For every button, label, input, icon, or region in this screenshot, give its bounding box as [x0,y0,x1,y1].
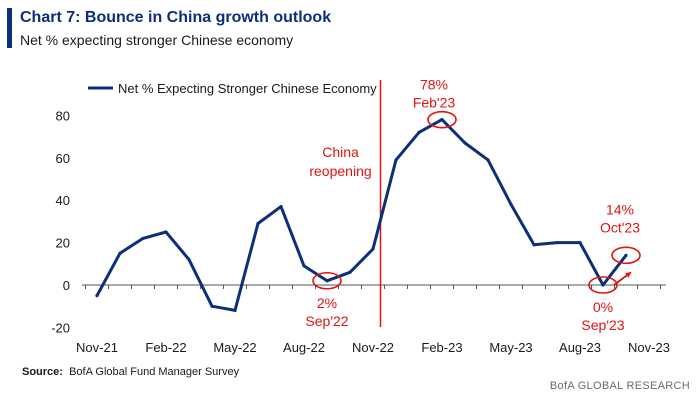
trend-arrow-head [625,272,631,278]
x-tick-label: Feb-23 [421,340,462,355]
highlight-ring [588,276,618,294]
annotation-date: Sep'22 [305,313,348,329]
data-point [440,118,444,122]
y-tick-label: 40 [56,193,70,208]
source-label: Source: [22,366,63,378]
data-point [187,257,191,262]
annotation-value: 78% [420,77,448,93]
annotation-value: 14% [606,201,634,217]
data-point [141,236,145,240]
annotation-value: 0% [593,299,613,315]
data-point [624,253,628,257]
x-tick-label: Nov-23 [628,340,670,355]
y-tick-label: 60 [56,151,70,166]
x-tick-label: Nov-21 [76,340,118,355]
data-point [555,241,559,245]
source-text: BofA Global Fund Manager Survey [69,366,240,378]
source-note: Source: BofA Global Fund Manager Survey [22,366,239,378]
china-reopening-label: reopening [309,163,371,179]
highlight-ring [427,110,457,129]
data-point [95,294,99,298]
data-point [371,247,375,251]
title-accent-bar [7,8,12,48]
chart-title: Chart 7: Bounce in China growth outlook [20,9,332,26]
highlight-ring [611,246,641,265]
data-point [601,283,605,287]
annotation-date: Sep'23 [581,317,624,333]
data-point [394,158,398,162]
china-reopening-label: China [322,144,359,160]
y-tick-label: 0 [63,278,70,293]
x-tick-label: Nov-22 [352,340,394,355]
x-tick-label: Feb-22 [145,340,186,355]
brand-mark: BofA GLOBAL RESEARCH [549,380,690,392]
data-point [233,308,237,313]
legend-label: Net % Expecting Stronger Chinese Economy [118,81,377,96]
x-tick-label: Aug-23 [559,340,601,355]
data-point [348,270,352,274]
x-tick-label: May-22 [213,340,256,355]
data-point [509,202,513,207]
data-point [302,264,306,268]
data-point [486,158,490,162]
y-tick-label: 80 [56,108,70,123]
y-tick-label: -20 [51,320,70,335]
x-tick-label: Aug-22 [283,340,325,355]
data-point [256,221,260,226]
y-tick-label: 20 [56,236,70,251]
data-point [578,241,582,245]
data-point [118,251,122,255]
data-point [279,204,283,209]
data-point [463,141,467,145]
chart-subtitle: Net % expecting stronger Chinese economy [20,32,294,48]
x-tick-label: May-23 [489,340,532,355]
data-point [325,279,329,283]
series-line [95,118,628,312]
annotation-value: 2% [317,295,337,311]
data-point [210,304,214,308]
data-point [532,243,536,247]
annotation-date: Feb'23 [413,95,456,111]
highlight-ring [312,271,342,290]
data-point [164,230,168,234]
annotation-date: Oct'23 [600,219,640,235]
data-point [417,130,421,134]
